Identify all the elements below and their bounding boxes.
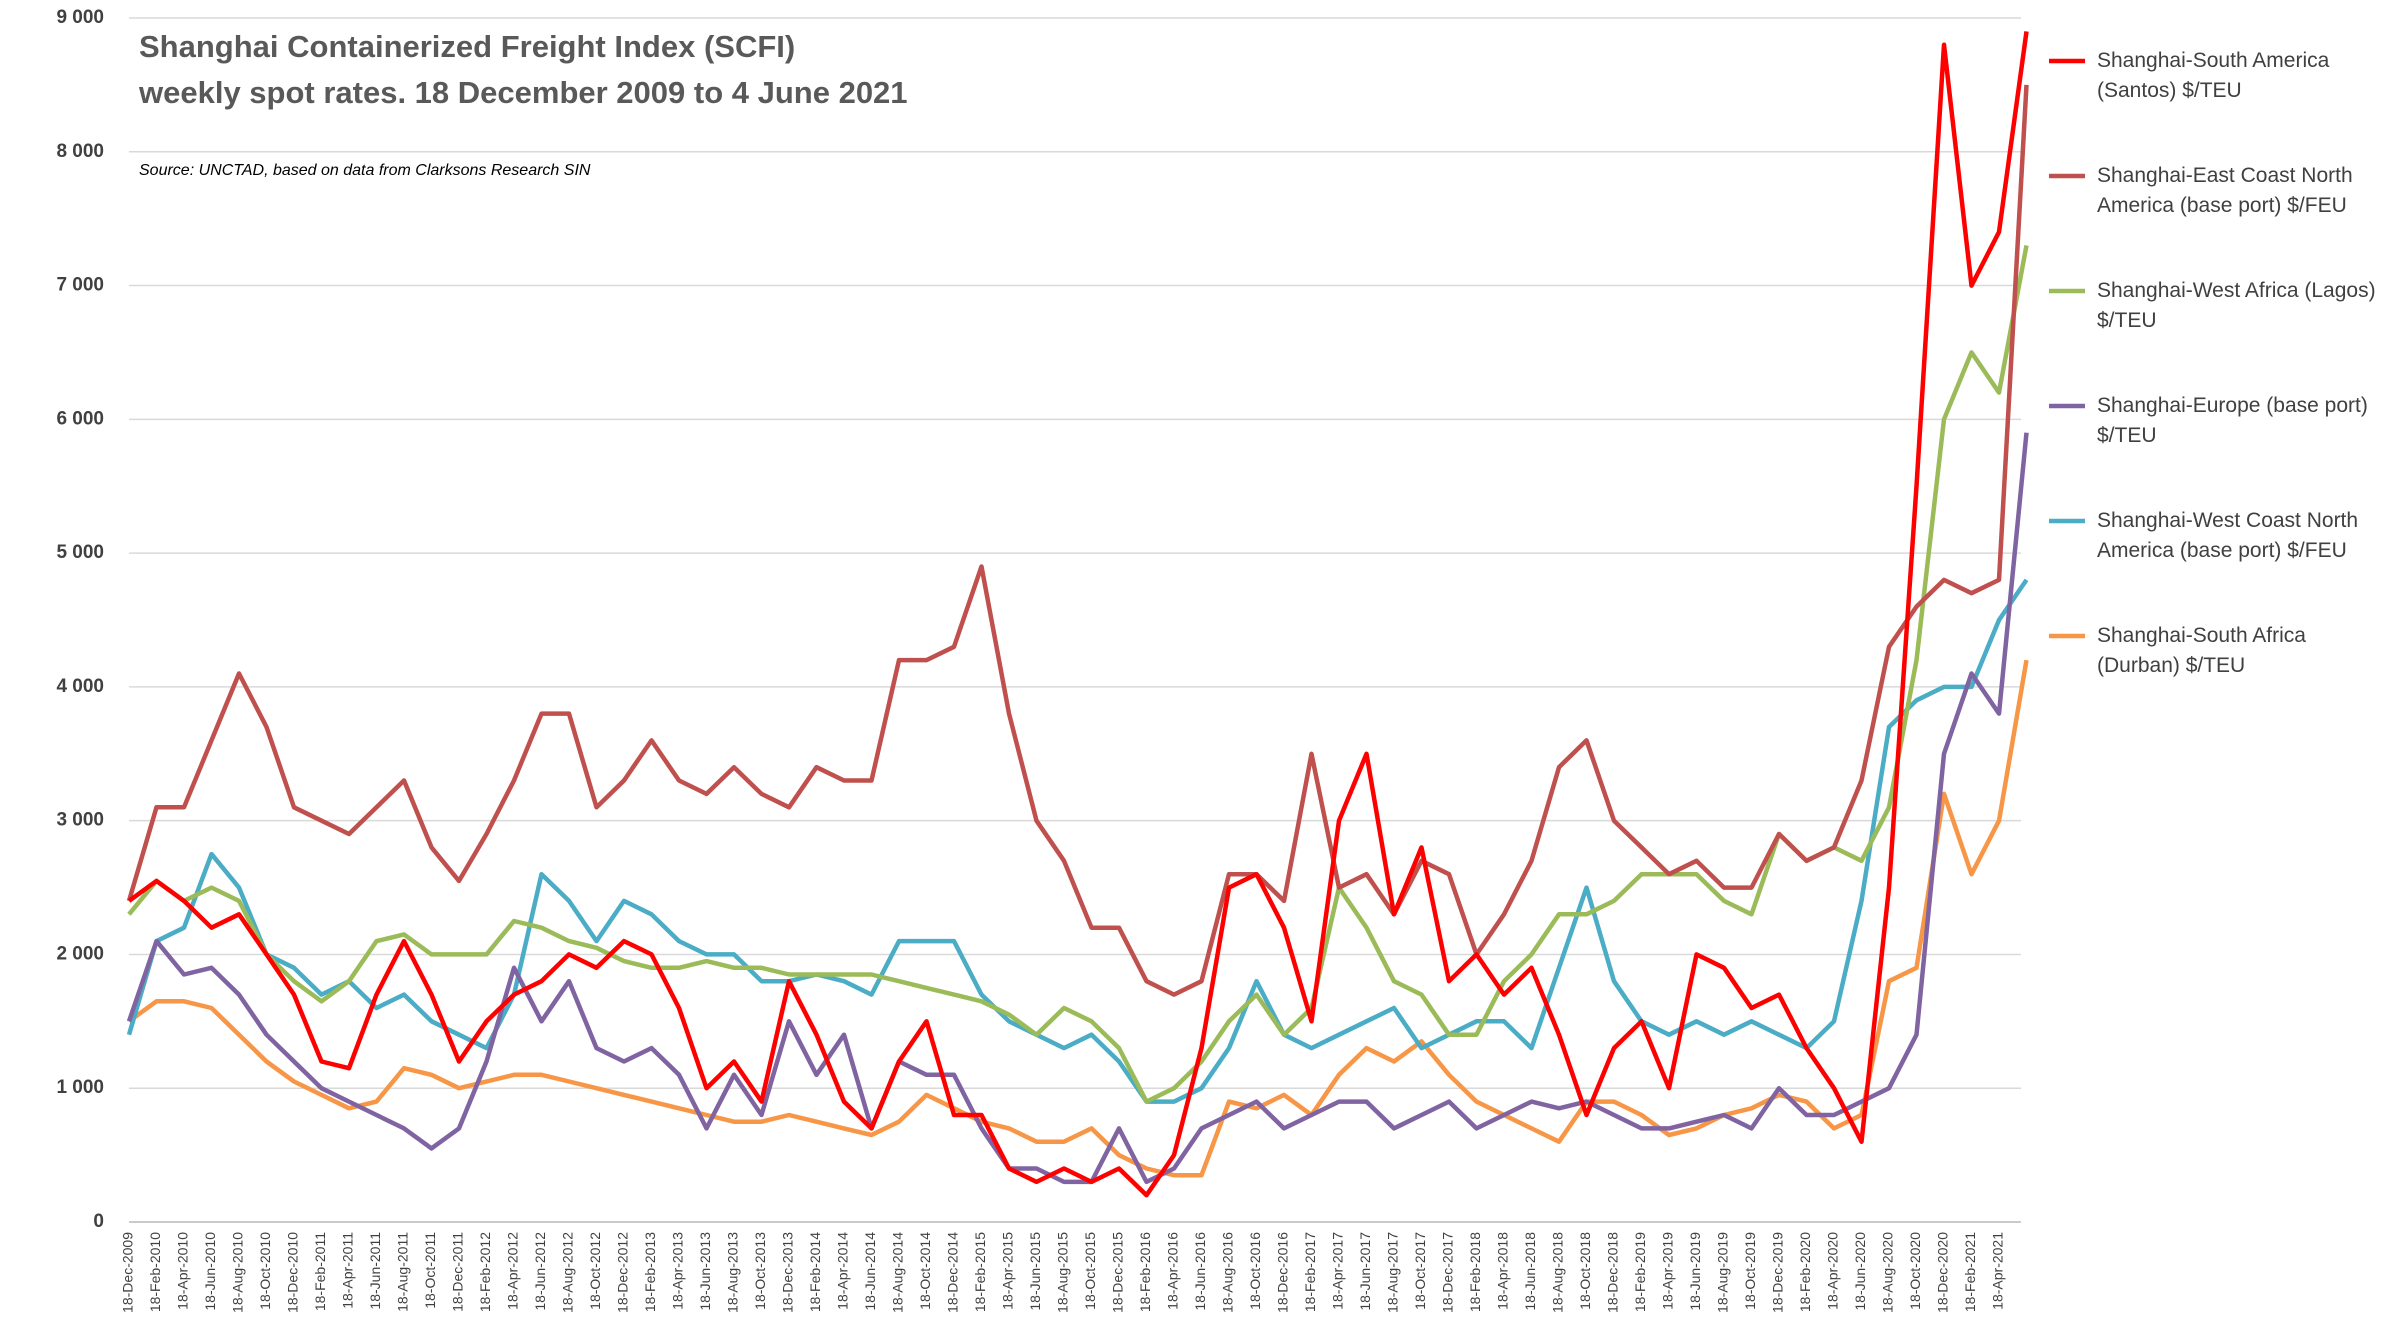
x-tick-label: 18-Aug-2012: [560, 1232, 576, 1313]
x-tick-label: 18-Jun-2012: [532, 1232, 548, 1311]
x-tick-label: 18-Feb-2014: [807, 1232, 823, 1312]
x-tick-label: 18-Feb-2018: [1467, 1232, 1483, 1312]
x-tick-label: 18-Oct-2018: [1577, 1232, 1593, 1310]
legend-label: Shanghai-South America (Santos) $/TEU: [2097, 49, 2330, 102]
x-tick-label: 18-Feb-2020: [1797, 1232, 1813, 1312]
x-tick-label: 18-Jun-2018: [1522, 1232, 1538, 1311]
x-tick-label: 18-Dec-2009: [120, 1232, 136, 1313]
series-line: [127, 244, 2029, 1104]
chart-title: Shanghai Containerized Freight Index (SC…: [139, 29, 795, 64]
x-tick-label: 18-Dec-2012: [615, 1232, 631, 1313]
x-tick-label: 18-Jun-2016: [1192, 1232, 1208, 1311]
legend-label: Shanghai-East Coast North America (base …: [2097, 164, 2353, 217]
x-tick-label: 18-Apr-2013: [670, 1232, 686, 1310]
x-tick-label: 18-Dec-2019: [1770, 1232, 1786, 1313]
x-tick-label: 18-Apr-2015: [1000, 1232, 1016, 1310]
x-tick-label: 18-Aug-2017: [1385, 1232, 1401, 1313]
x-tick-label: 18-Apr-2020: [1825, 1232, 1841, 1310]
x-tick-label: 18-Feb-2016: [1137, 1232, 1153, 1312]
x-tick-label: 18-Oct-2020: [1907, 1232, 1923, 1310]
x-tick-label: 18-Feb-2017: [1302, 1232, 1318, 1312]
x-tick-label: 18-Feb-2011: [312, 1232, 328, 1311]
x-tick-label: 18-Jun-2014: [862, 1232, 878, 1311]
x-tick-label: 18-Dec-2015: [1110, 1232, 1126, 1313]
x-tick-label: 18-Apr-2010: [175, 1232, 191, 1310]
x-tick-label: 18-Apr-2019: [1660, 1232, 1676, 1310]
x-tick-label: 18-Jun-2020: [1852, 1232, 1868, 1311]
x-tick-label: 18-Oct-2012: [587, 1232, 603, 1310]
y-tick-label: 9 000: [56, 7, 104, 28]
x-tick-label: 18-Dec-2013: [780, 1232, 796, 1313]
x-tick-label: 18-Aug-2010: [230, 1232, 246, 1313]
y-tick-label: 2 000: [56, 943, 104, 964]
x-tick-label: 18-Aug-2011: [395, 1232, 411, 1312]
x-tick-label: 18-Dec-2018: [1605, 1232, 1621, 1313]
y-tick-label: 8 000: [56, 141, 104, 162]
x-tick-label: 18-Feb-2012: [477, 1232, 493, 1312]
x-tick-label: 18-Apr-2014: [835, 1232, 851, 1310]
x-tick-label: 18-Apr-2012: [505, 1232, 521, 1310]
x-tick-label: 18-Aug-2016: [1220, 1232, 1236, 1313]
x-tick-label: 18-Jun-2019: [1687, 1232, 1703, 1311]
x-tick-label: 18-Apr-2016: [1165, 1232, 1181, 1310]
x-tick-label: 18-Dec-2014: [945, 1232, 961, 1313]
x-tick-label: 18-Feb-2019: [1632, 1232, 1648, 1312]
x-tick-label: 18-Oct-2011: [422, 1232, 438, 1309]
source-note: Source: UNCTAD, based on data from Clark…: [139, 162, 591, 179]
legend-label: Shanghai-South Africa (Durban) $/TEU: [2097, 624, 2306, 677]
x-tick-label: 18-Dec-2020: [1935, 1232, 1951, 1313]
y-tick-label: 6 000: [56, 408, 104, 429]
x-tick-label: 18-Oct-2013: [752, 1232, 768, 1310]
chart-subtitle: weekly spot rates. 18 December 2009 to 4…: [138, 75, 908, 110]
legend-label: Shanghai-Europe (base port) $/TEU: [2097, 394, 2368, 447]
y-tick-label: 1 000: [56, 1077, 104, 1098]
x-tick-label: 18-Dec-2016: [1275, 1232, 1291, 1313]
x-tick-label: 18-Oct-2016: [1247, 1232, 1263, 1310]
legend-label: Shanghai-West Coast North America (base …: [2097, 509, 2359, 562]
x-tick-label: 18-Jun-2017: [1357, 1232, 1373, 1311]
series-line: [127, 659, 2029, 1178]
x-tick-label: 18-Jun-2013: [697, 1232, 713, 1311]
legend-label: Shanghai-West Africa (Lagos) $/TEU: [2097, 279, 2376, 332]
x-tick-label: 18-Oct-2019: [1742, 1232, 1758, 1310]
x-tick-label: 18-Aug-2015: [1055, 1232, 1071, 1313]
x-tick-label: 18-Oct-2010: [257, 1232, 273, 1310]
x-tick-label: 18-Feb-2010: [147, 1232, 163, 1312]
x-tick-label: 18-Dec-2011: [450, 1232, 466, 1312]
y-tick-label: 7 000: [56, 275, 104, 296]
x-tick-label: 18-Feb-2015: [972, 1232, 988, 1312]
series-line: [127, 31, 2029, 1198]
y-tick-label: 4 000: [56, 676, 104, 697]
x-tick-label: 18-Aug-2018: [1550, 1232, 1566, 1313]
x-tick-label: 18-Aug-2020: [1880, 1232, 1896, 1313]
x-tick-label: 18-Apr-2011: [340, 1232, 356, 1309]
x-tick-label: 18-Apr-2021: [1990, 1232, 2006, 1310]
x-tick-label: 18-Apr-2017: [1330, 1232, 1346, 1310]
series-line: [126, 84, 2029, 997]
series-line: [126, 432, 2029, 1185]
x-tick-label: 18-Dec-2017: [1440, 1232, 1456, 1313]
x-tick-label: 18-Dec-2010: [285, 1232, 301, 1313]
x-tick-label: 18-Apr-2018: [1495, 1232, 1511, 1310]
x-tick-label: 18-Oct-2015: [1082, 1232, 1098, 1310]
x-tick-label: 18-Jun-2015: [1027, 1232, 1043, 1311]
y-tick-label: 0: [93, 1211, 104, 1232]
x-tick-label: 18-Aug-2013: [725, 1232, 741, 1313]
x-tick-label: 18-Aug-2014: [890, 1232, 906, 1313]
series-line: [126, 578, 2029, 1104]
x-tick-label: 18-Jun-2010: [202, 1232, 218, 1311]
x-tick-label: 18-Feb-2021: [1962, 1232, 1978, 1312]
x-tick-label: 18-Feb-2013: [642, 1232, 658, 1312]
y-tick-label: 5 000: [56, 542, 104, 563]
x-tick-label: 18-Oct-2017: [1412, 1232, 1428, 1310]
x-tick-label: 18-Jun-2011: [367, 1232, 383, 1310]
x-tick-label: 18-Oct-2014: [917, 1232, 933, 1310]
y-tick-label: 3 000: [56, 810, 104, 831]
x-tick-label: 18-Aug-2019: [1715, 1232, 1731, 1313]
